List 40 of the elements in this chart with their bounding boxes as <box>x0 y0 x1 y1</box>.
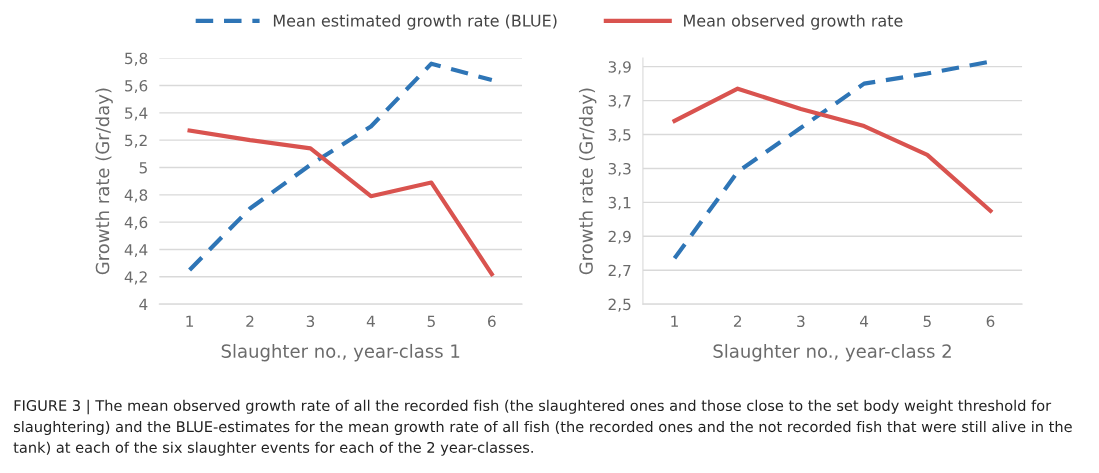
y-tick-label: 3,9 <box>608 61 631 75</box>
legend-label: Mean observed growth rate <box>684 14 903 30</box>
y-tick-label: 4,4 <box>124 244 148 258</box>
y-tick-label: 4 <box>139 298 148 310</box>
x-tick-label: 1 <box>186 315 194 327</box>
y-tick-label: 5,8 <box>125 52 148 66</box>
y-tick-label: 4,2 <box>124 271 147 285</box>
caption: FIGURE 3 | The mean observed growth rate of all the recorded fish (the slaughtered ones and those close to the set body weight threshold for slaughtering) and the BLUE-estimates for the mean growth rate of all fish (the recorded ones and the not recorded fish that were still alive in the tank) at each of the six slaughter events for each of the 2 year-classes. <box>13 399 1072 456</box>
y-tick-label: 3,3 <box>608 162 631 177</box>
x-tick-label: 6 <box>986 315 995 328</box>
x-axis-title: Slaughter no., year-class 2 <box>713 343 951 362</box>
x-tick-label: 2 <box>246 315 254 327</box>
y-axis-title: Growth rate (Gr/day) <box>578 88 597 275</box>
legend-label: Mean estimated growth rate (BLUE) <box>273 14 557 30</box>
line-series <box>187 128 494 277</box>
x-tick-label: 4 <box>859 315 869 327</box>
x-axis-title: Slaughter no., year-class 1 <box>221 343 460 362</box>
x-tick-label: 3 <box>797 315 805 328</box>
y-tick-label: 5,6 <box>125 79 148 94</box>
y-tick-label: 5 <box>139 162 147 174</box>
x-tick-label: 5 <box>427 315 435 328</box>
line-series <box>187 61 494 273</box>
x-tick-label: 3 <box>306 315 315 328</box>
y-tick-label: 3,5 <box>608 128 631 143</box>
x-tick-label: 1 <box>671 315 678 327</box>
x-tick-label: 6 <box>488 315 496 328</box>
x-tick-label: 5 <box>923 315 931 328</box>
y-tick-label: 4,8 <box>124 189 148 203</box>
y-tick-label: 2,7 <box>608 264 631 278</box>
y-tick-label: 5,2 <box>125 134 147 148</box>
x-tick-label: 2 <box>733 315 742 327</box>
y-tick-label: 3,7 <box>608 95 631 109</box>
y-tick-label: 2,9 <box>608 230 631 244</box>
y-tick-label: 3,1 <box>608 196 631 210</box>
line-series <box>672 86 993 213</box>
y-tick-label: 4,6 <box>124 216 148 230</box>
y-axis-title: Growth rate (Gr/day) <box>95 88 113 275</box>
x-tick-label: 4 <box>366 315 375 327</box>
y-tick-label: 5,4 <box>125 107 148 121</box>
y-tick-label: 2,5 <box>608 298 631 312</box>
